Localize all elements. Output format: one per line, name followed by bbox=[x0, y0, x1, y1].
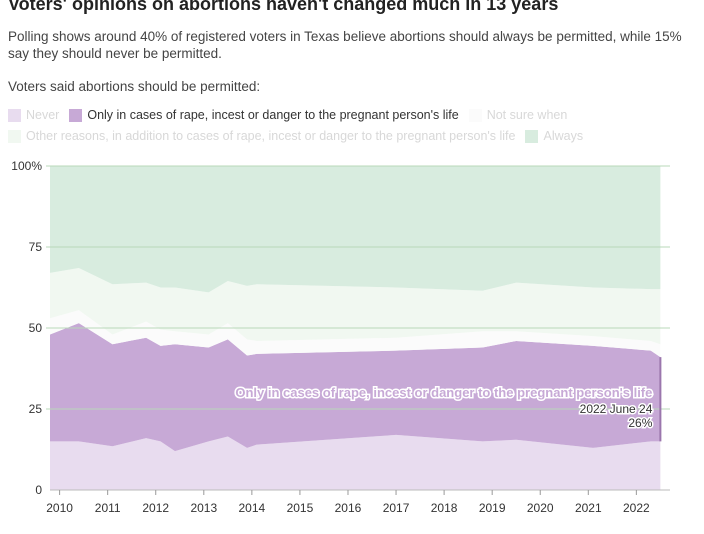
y-tick-label: 25 bbox=[29, 402, 43, 416]
annotation-series-label: Only in cases of rape, incest or danger … bbox=[235, 385, 652, 400]
x-tick-label: 2018 bbox=[431, 501, 458, 515]
legend-swatch-only-in-cases bbox=[69, 108, 83, 122]
y-tick-label: 100% bbox=[11, 159, 42, 173]
legend-item-other-reasons[interactable]: Other reasons, in addition to cases of r… bbox=[8, 129, 515, 143]
legend-swatch-always bbox=[525, 129, 539, 143]
x-tick-label: 2020 bbox=[527, 501, 554, 515]
x-tick-label: 2016 bbox=[335, 501, 362, 515]
legend-row-1: Never Only in cases of rape, incest or d… bbox=[8, 108, 577, 122]
x-tick-label: 2010 bbox=[46, 501, 73, 515]
annotation-value-label: 26% bbox=[628, 416, 652, 430]
legend-label-other-reasons: Other reasons, in addition to cases of r… bbox=[26, 129, 516, 143]
legend-label-never: Never bbox=[26, 108, 60, 122]
legend-row-2: Other reasons, in addition to cases of r… bbox=[8, 129, 593, 143]
survey-question: Voters said abortions should be permitte… bbox=[8, 79, 261, 94]
area-series-not-sure-when bbox=[50, 310, 661, 358]
chart-title: Voters' opinions on abortions haven't ch… bbox=[8, 0, 559, 14]
chart-subtitle: Polling shows around 40% of registered v… bbox=[8, 29, 682, 61]
y-tick-label: 50 bbox=[29, 321, 43, 335]
y-tick-label: 75 bbox=[29, 240, 43, 254]
legend-item-always[interactable]: Always bbox=[525, 129, 583, 143]
x-tick-label: 2011 bbox=[95, 501, 121, 515]
area-series-only-in-cases-of-rape-in bbox=[50, 323, 661, 452]
x-tick-label: 2019 bbox=[479, 501, 506, 515]
legend-swatch-other-reasons bbox=[8, 129, 21, 143]
annotation-date-label: 2022 June 24 bbox=[580, 402, 653, 416]
x-tick-label: 2021 bbox=[575, 501, 602, 515]
x-tick-label: 2014 bbox=[239, 501, 266, 515]
x-tick-label: 2017 bbox=[383, 501, 410, 515]
legend-item-only-in-cases[interactable]: Only in cases of rape, incest or danger … bbox=[69, 108, 459, 122]
legend-label-not-sure: Not sure when bbox=[486, 108, 568, 122]
x-tick-label: 2015 bbox=[287, 501, 314, 515]
x-tick-label: 2022 bbox=[623, 501, 650, 515]
x-tick-label: 2012 bbox=[142, 501, 169, 515]
stacked-area-chart: 0 25 50 75 100% 2010 2011 2012 2013 2014 2015 2016 2… bbox=[11, 159, 670, 515]
y-tick-label: 0 bbox=[35, 483, 42, 497]
legend-item-not-sure[interactable]: Not sure when bbox=[468, 108, 568, 122]
x-tick-label: 2013 bbox=[190, 501, 217, 515]
legend-swatch-never bbox=[8, 108, 21, 122]
legend-swatch-not-sure bbox=[468, 108, 482, 122]
legend-label-only-in-cases: Only in cases of rape, incest or danger … bbox=[87, 108, 459, 122]
area-series-other-reasons-in-additio bbox=[50, 268, 661, 345]
legend-label-always: Always bbox=[543, 129, 584, 143]
area-series-never bbox=[50, 434, 661, 490]
legend-item-never[interactable]: Never bbox=[8, 108, 59, 122]
area-series-always bbox=[50, 166, 661, 293]
